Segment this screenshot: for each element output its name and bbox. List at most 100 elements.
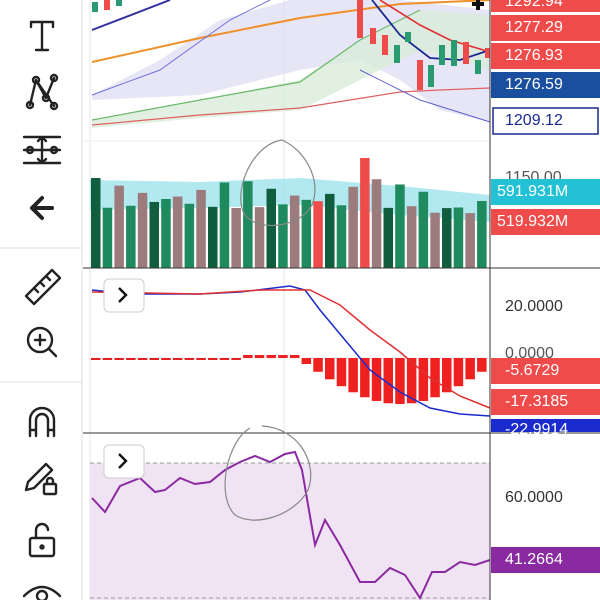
rsi-label: 60.0000 xyxy=(505,489,563,506)
histogram-bar xyxy=(126,358,136,360)
candle xyxy=(382,35,388,55)
price-axis: 1292.94 1277.29 1276.93 1276.59 1150.00 … xyxy=(489,0,600,600)
price-label-box xyxy=(491,43,600,69)
macd-label: 0.0000 xyxy=(505,345,554,362)
histogram-bar xyxy=(91,358,101,360)
ichimoku-cloud xyxy=(92,10,490,128)
volume-bar xyxy=(395,184,405,268)
volume-bar xyxy=(301,199,312,268)
volume-bars xyxy=(91,158,487,268)
histogram-bar xyxy=(161,358,171,360)
macd-label: -22.9914 xyxy=(505,421,568,438)
volume-bar xyxy=(383,207,393,268)
blue-line xyxy=(371,0,491,61)
measure-tool[interactable] xyxy=(22,135,62,165)
price-label: 1292.94 xyxy=(505,0,563,10)
cloud-edge xyxy=(91,87,491,126)
drawing-circle xyxy=(224,425,312,521)
volume-bar xyxy=(313,201,323,268)
histogram-bar xyxy=(406,358,417,404)
unlock-tool[interactable] xyxy=(28,522,56,558)
macd-histogram xyxy=(91,355,487,404)
volume-label-box xyxy=(491,209,600,235)
volume-bar xyxy=(418,191,429,268)
histogram-bar xyxy=(243,355,253,358)
band-line xyxy=(91,0,271,96)
chevron xyxy=(118,453,128,469)
back-tool[interactable] xyxy=(30,196,54,220)
volume-bar xyxy=(348,186,358,268)
ruler-tool[interactable] xyxy=(24,268,62,306)
volume-bar xyxy=(243,181,253,268)
price-label-box xyxy=(492,107,599,135)
volume-label: 519.932M xyxy=(497,213,568,230)
candle xyxy=(116,0,122,6)
rsi-band xyxy=(90,463,490,600)
red-line xyxy=(379,0,491,53)
volume-bar xyxy=(254,207,265,268)
volume-bar xyxy=(360,158,370,268)
volume-bar xyxy=(161,198,171,268)
histogram-bar xyxy=(336,358,347,387)
candles xyxy=(92,0,490,90)
volume-bar xyxy=(430,212,440,268)
volume-bar xyxy=(149,201,159,268)
volume-bar xyxy=(465,213,475,268)
macd-label: 20.0000 xyxy=(505,298,563,315)
drawing-circle xyxy=(240,139,316,227)
histogram-bar xyxy=(278,355,288,358)
volume-bar xyxy=(289,195,300,268)
volume-bar xyxy=(208,206,218,268)
histogram-bar xyxy=(266,355,276,358)
macd-label-box xyxy=(491,389,600,415)
magnet-tool[interactable] xyxy=(28,406,56,438)
histogram-bar xyxy=(301,358,312,364)
histogram-bar xyxy=(196,358,206,360)
histogram-bar xyxy=(348,358,358,393)
histogram-bar xyxy=(383,358,393,404)
histogram-bar xyxy=(395,358,405,404)
candle xyxy=(370,28,376,44)
candle xyxy=(394,45,400,63)
candle xyxy=(451,40,457,66)
pattern-tool[interactable] xyxy=(25,73,59,111)
price-label-box xyxy=(491,72,600,98)
volume-bar xyxy=(231,207,241,268)
price-label: 1276.59 xyxy=(505,76,563,93)
band-line xyxy=(359,69,491,123)
histogram-bar xyxy=(360,358,370,398)
text-tool[interactable] xyxy=(29,20,55,52)
chart-area xyxy=(83,0,600,600)
histogram-bar xyxy=(219,358,230,360)
histogram-bar xyxy=(442,358,452,393)
volume-bar xyxy=(453,207,464,268)
candle xyxy=(405,32,411,42)
macd-label-box xyxy=(491,358,600,384)
volume-bar xyxy=(196,189,206,268)
volume-bar xyxy=(126,205,136,268)
volume-bar xyxy=(184,203,195,268)
histogram-bar xyxy=(371,358,382,401)
moving-average xyxy=(91,0,491,63)
histogram-bar xyxy=(114,358,124,360)
histogram-bar xyxy=(254,355,265,358)
zoom-tool[interactable] xyxy=(26,326,58,358)
candle xyxy=(104,0,110,10)
price-label-box xyxy=(491,0,600,12)
volume-bar xyxy=(325,193,335,268)
histogram-bar xyxy=(325,358,335,380)
histogram-bar xyxy=(137,358,148,360)
price-label-box xyxy=(491,15,600,41)
volume-bar xyxy=(477,201,487,268)
volume-bar xyxy=(336,205,347,268)
candle xyxy=(417,60,423,90)
lock-drawings-tool[interactable] xyxy=(24,462,58,496)
histogram-bar xyxy=(465,358,475,380)
histogram-bar xyxy=(208,358,218,360)
candle xyxy=(357,0,363,38)
rsi-line xyxy=(91,450,491,600)
macd-label: -17.3185 xyxy=(505,393,568,410)
macd-label: -5.6729 xyxy=(505,362,559,379)
candle xyxy=(463,42,469,64)
visibility-tool[interactable] xyxy=(22,585,62,600)
